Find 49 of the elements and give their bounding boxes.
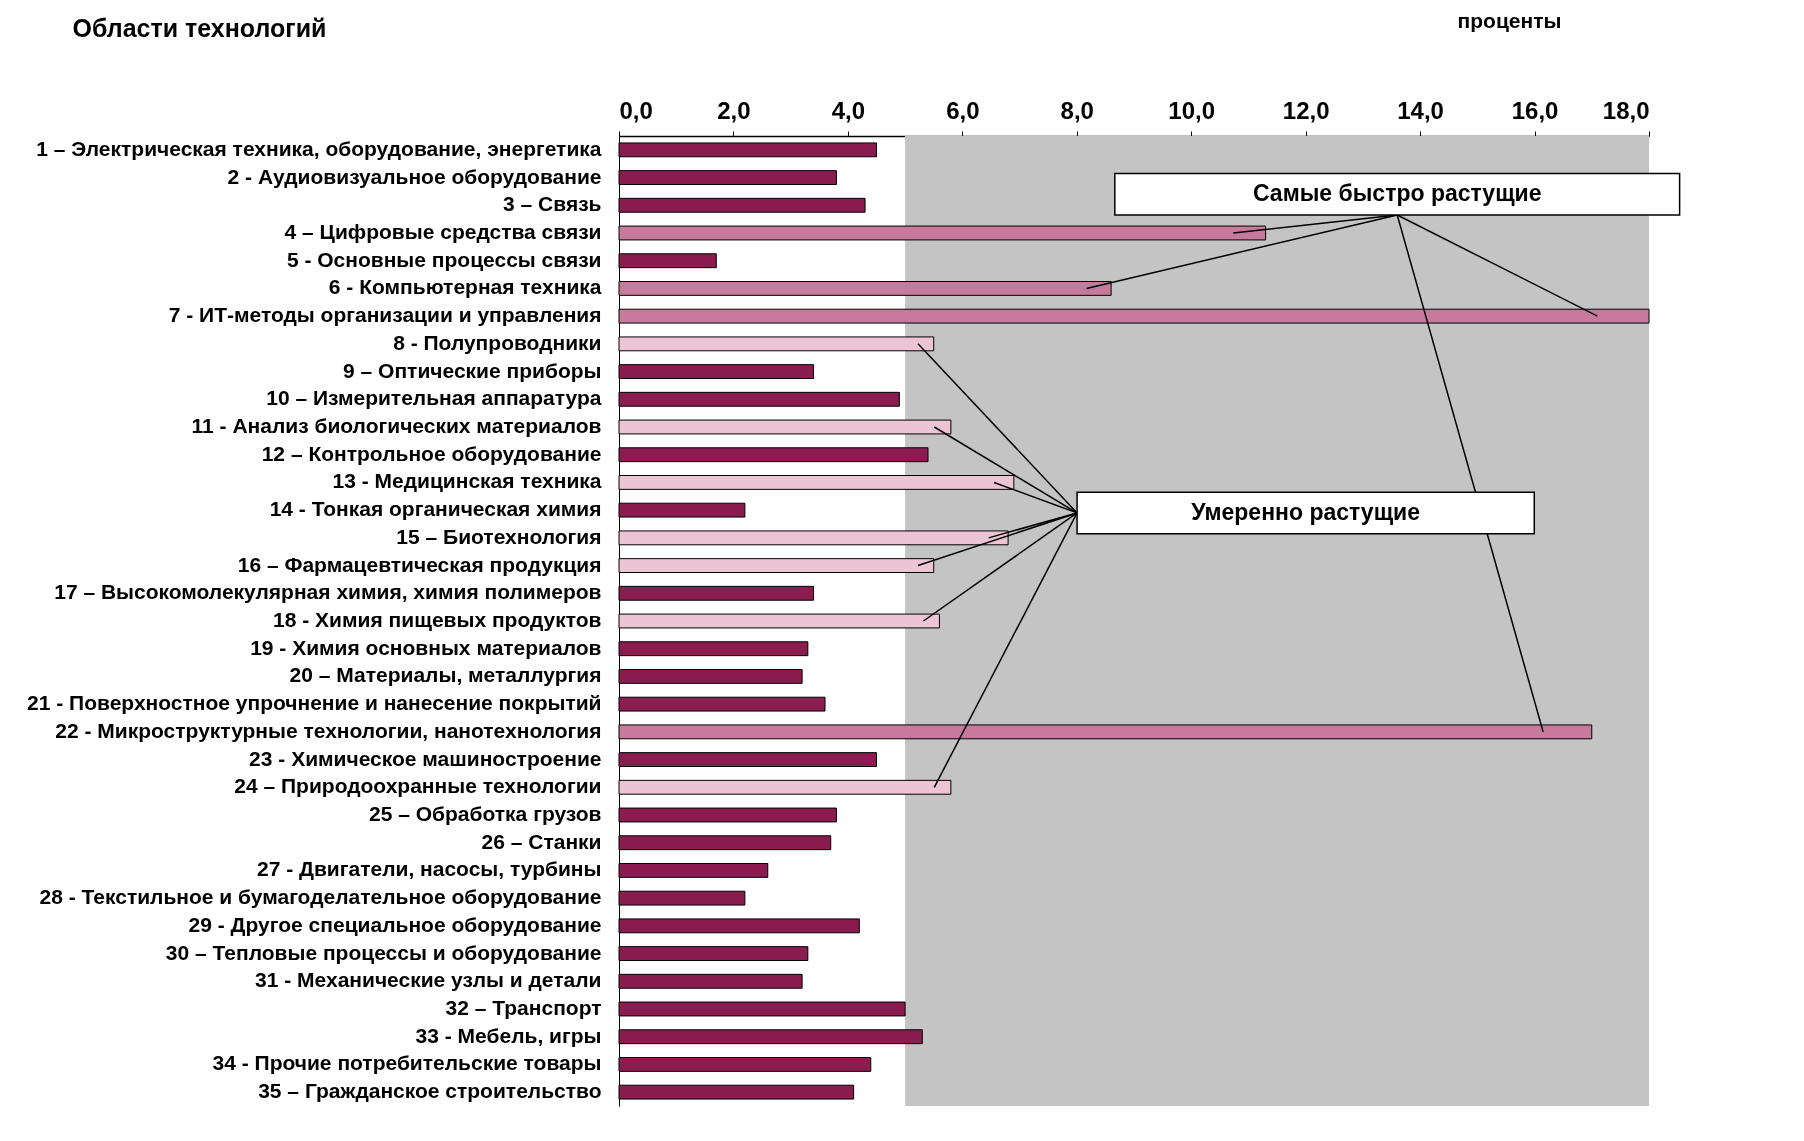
y-tick-label: 24 – Природоохранные технологии (234, 774, 602, 798)
y-tick-label: 11 - Анализ биологических материалов (191, 414, 602, 437)
y-axis-title: Области технологий (72, 13, 327, 42)
y-tick-label: 25 – Обработка грузов (369, 802, 602, 825)
y-tick-label: 5 - Основные процессы связи (286, 247, 602, 271)
y-tick-label: 18 - Химия пищевых продуктов (273, 608, 602, 631)
y-tick-label: 17 – Высокомолекулярная химия, химия полимеров (54, 580, 602, 604)
y-tick-label: 1 – Электрическая техника, оборудование, энергетика (36, 136, 602, 160)
x-tick-label: 14,0 (1397, 96, 1444, 124)
annotation: Самые быстро растущие (1252, 180, 1542, 207)
x-tick-label: 10,0 (1168, 96, 1216, 124)
y-tick-label: 7 - ИТ-методы организации и управления (168, 303, 602, 327)
y-tick-label: 26 – Станки (481, 829, 602, 853)
y-tick-label: 8 - Полупроводники (393, 330, 602, 354)
y-tick-label: 35 – Гражданское строительство (258, 1079, 602, 1103)
y-tick-label: 27 - Двигатели, насосы, турбины (256, 857, 602, 881)
y-tick-label: 10 – Измерительная аппаратура (266, 386, 602, 410)
y-tick-label: 31 - Механические узлы и детали (255, 968, 602, 992)
y-tick-label: 14 - Тонкая органическая химия (269, 497, 602, 521)
y-tick-label: 19 - Химия основных материалов (250, 635, 602, 659)
y-tick-label: 15 – Биотехнология (396, 524, 602, 548)
y-tick-label: 6 - Компьютерная техника (328, 275, 602, 299)
y-tick-label: 12 – Контрольное оборудование (261, 441, 602, 465)
x-tick-label: 16,0 (1511, 96, 1559, 124)
x-tick-label: 4,0 (831, 96, 866, 124)
y-tick-label: 32 – Транспорт (445, 996, 602, 1019)
y-tick-label: 16 – Фармацевтическая продукция (237, 552, 602, 576)
y-tick-label: 20 – Материалы, металлургия (289, 663, 602, 687)
x-tick-label: 12,0 (1282, 96, 1330, 124)
y-tick-label: 28 - Текстильное и бумагоделательное оборудование (39, 885, 602, 909)
y-tick-label: 3 – Связь (503, 192, 602, 216)
y-tick-label: 33 - Мебель, игры (415, 1023, 602, 1047)
y-tick-label: 23 - Химическое машиностроение (249, 746, 602, 770)
x-tick-label: 8,0 (1060, 96, 1094, 124)
x-tick-label: 0,0 (619, 96, 653, 124)
x-tick-label: 18,0 (1602, 96, 1650, 124)
y-tick-label: 9 – Оптические приборы (343, 358, 602, 382)
annotation: Умеренно растущие (1191, 498, 1420, 525)
x-tick-label: 6,0 (946, 96, 980, 124)
x-tick-label: 2,0 (717, 96, 751, 124)
y-tick-label: 2 - Аудиовизуальное оборудование (227, 164, 602, 188)
y-tick-label: 4 – Цифровые средства связи (284, 220, 602, 243)
x-axis-title: проценты (1457, 8, 1562, 32)
y-tick-label: 22 - Микроструктурные технологии, нанотехнология (55, 718, 602, 742)
y-tick-label: 13 - Медицинская техника (332, 469, 602, 493)
y-tick-label: 29 - Другое специальное оборудование (188, 912, 602, 936)
y-tick-label: 21 - Поверхностное упрочнение и нанесение покрытий (27, 691, 602, 715)
y-tick-label: 30 – Тепловые процессы и оборудование (165, 940, 602, 964)
y-tick-label: 34 - Прочие потребительские товары (212, 1051, 602, 1075)
